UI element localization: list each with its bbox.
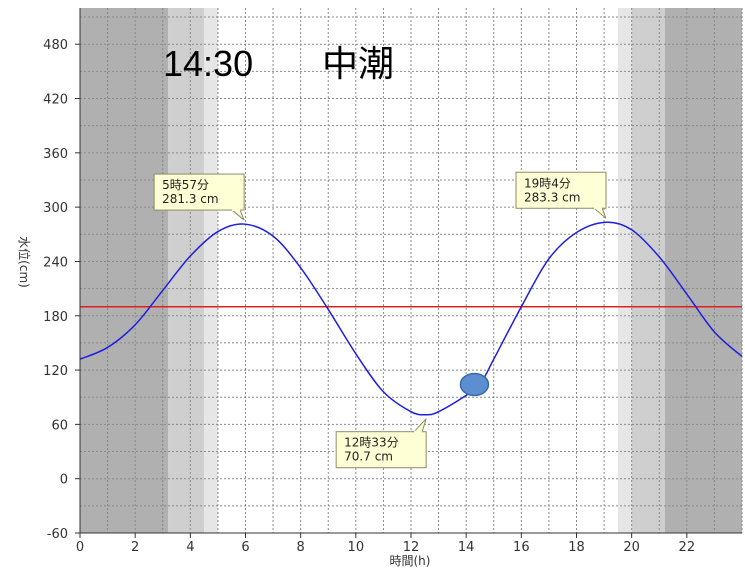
night-band-2	[204, 8, 218, 533]
y-axis-title: 水位(cm)	[17, 236, 32, 288]
y-tick-label: 180	[43, 310, 68, 325]
callout-value-label: 283.3 cm	[524, 190, 580, 204]
callout-value-label: 281.3 cm	[162, 192, 218, 206]
night-band-0	[80, 8, 169, 533]
current-marker-group	[459, 372, 490, 397]
y-tick-label: 0	[60, 473, 68, 488]
y-tick-label: 300	[43, 201, 68, 216]
x-tick-label: 18	[568, 540, 585, 555]
callout-box	[153, 173, 245, 211]
callout-time-label: 5時57分	[162, 178, 209, 192]
axes: 0 2 4 6 8 10 12 14 16 18 20 22 -60 0 60 120 180 240 300 360…	[43, 8, 742, 555]
x-axis-title: 時間(h)	[390, 554, 431, 568]
callout-box	[515, 171, 607, 209]
x-tick-label: 14	[458, 540, 475, 555]
night-band-4	[631, 8, 665, 533]
current-level-marker	[459, 372, 490, 397]
x-tick-label: 10	[348, 540, 365, 555]
callout-time-label: 12時33分	[344, 436, 399, 450]
callout-box	[335, 431, 427, 469]
x-tick-label: 20	[623, 540, 640, 555]
y-tick-label: 360	[43, 147, 68, 162]
x-tick-label: 22	[679, 540, 696, 555]
y-tick-label: -60	[47, 527, 68, 542]
series-group	[79, 221, 743, 416]
x-tick-label: 6	[241, 540, 249, 555]
x-tick-label: 0	[76, 540, 84, 555]
current-time: 14:30	[163, 43, 253, 84]
x-tick-label: 12	[403, 540, 420, 555]
x-tick-label: 4	[186, 540, 194, 555]
y-tick-label: 60	[51, 418, 68, 433]
tide-name: 中潮	[322, 43, 394, 84]
x-tick-label: 8	[297, 540, 305, 555]
y-tick-label: 120	[43, 364, 68, 379]
x-tick-label: 2	[131, 540, 139, 555]
y-tick-label: 420	[43, 93, 68, 108]
night-band-3	[617, 8, 632, 533]
callout-time-label: 19時4分	[524, 176, 571, 190]
night-band-1	[168, 8, 205, 533]
y-tick-label: 480	[43, 38, 68, 53]
night-band-5	[664, 8, 742, 533]
callout-value-label: 70.7 cm	[344, 450, 393, 464]
y-tick-label: 240	[43, 255, 68, 270]
tide-level-line	[79, 221, 743, 416]
x-tick-label: 16	[513, 540, 530, 555]
